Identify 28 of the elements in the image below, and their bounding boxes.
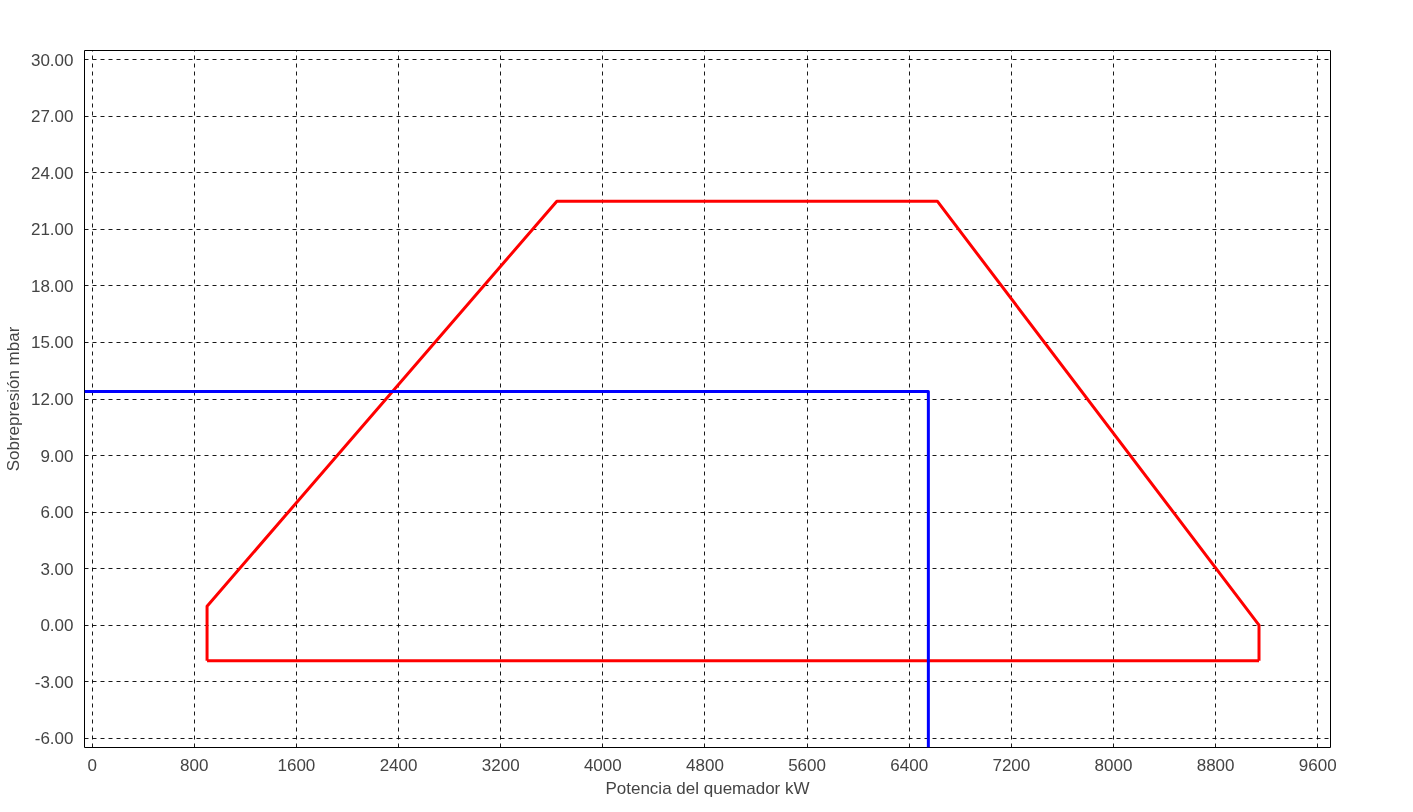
x-tick-label: 8000 [1094, 755, 1133, 775]
y-tick-label: 18.00 [30, 276, 74, 296]
y-tick-label: 21.00 [30, 220, 74, 240]
y-tick-label: 0.00 [40, 616, 74, 636]
x-tick-label: 6400 [890, 755, 929, 775]
x-tick-label: 4800 [686, 755, 724, 775]
x-tick-label: 0 [87, 755, 97, 775]
x-tick-label: 2400 [379, 755, 418, 775]
x-tick-label: 9600 [1298, 755, 1337, 775]
y-tick-label: 27.00 [30, 107, 74, 127]
x-axis-title: Potencia del quemador kW [605, 778, 810, 798]
x-tick-label: 7200 [992, 755, 1031, 775]
x-tick-label: 800 [180, 755, 209, 775]
x-tick-label: 4000 [583, 755, 622, 775]
y-tick-label: 6.00 [40, 503, 74, 523]
y-tick-label: 15.00 [30, 333, 74, 353]
y-tick-label: 3.00 [40, 559, 74, 579]
y-tick-label: 24.00 [30, 163, 74, 183]
y-tick-label: -3.00 [34, 672, 74, 692]
y-tick-label: -6.00 [34, 729, 74, 749]
y-axis-title: Sobrepresión mbar [3, 326, 23, 472]
x-tick-label: 3200 [481, 755, 520, 775]
x-tick-label: 8800 [1196, 755, 1235, 775]
x-tick-label: 5600 [788, 755, 826, 775]
y-tick-label: 9.00 [40, 446, 74, 466]
y-tick-label: 12.00 [30, 390, 74, 409]
y-tick-label: 30.00 [30, 50, 74, 70]
x-tick-label: 1600 [277, 755, 316, 775]
